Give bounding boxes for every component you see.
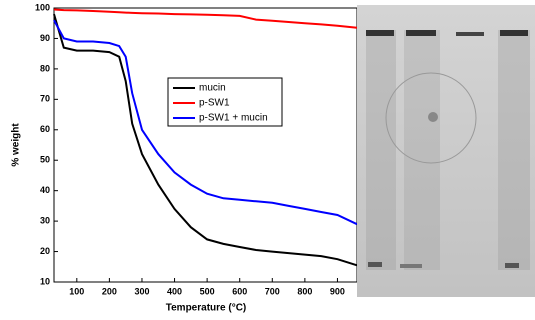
y-axis-label: % weight — [11, 123, 22, 167]
legend: mucin p-SW1 p-SW1 + mucin — [167, 77, 283, 127]
legend-label: p-SW1 + mucin — [199, 113, 268, 124]
x-tick-label: 500 — [200, 286, 215, 296]
y-tick-label: 40 — [40, 185, 50, 195]
x-tick-label: 300 — [134, 286, 149, 296]
y-tick-label: 80 — [40, 63, 50, 73]
x-tick-label: 900 — [330, 286, 345, 296]
y-tick-label: 60 — [40, 124, 50, 134]
x-tick-label: 700 — [265, 286, 280, 296]
legend-label: mucin — [199, 83, 226, 94]
y-tick-label: 70 — [40, 94, 50, 104]
y-tick-label: 50 — [40, 155, 50, 165]
y-tick-label: 10 — [40, 276, 50, 286]
y-tick-label: 30 — [40, 215, 50, 225]
x-tick-label: 200 — [102, 286, 117, 296]
data-line — [53, 19, 358, 226]
y-tick-label: 90 — [40, 33, 50, 43]
x-tick-label: 600 — [232, 286, 247, 296]
data-line — [53, 8, 358, 29]
legend-label: p-SW1 — [199, 98, 230, 109]
y-tick-label: 20 — [40, 246, 50, 256]
x-tick-label: 100 — [69, 286, 84, 296]
plot-frame — [53, 7, 358, 283]
x-tick-label: 400 — [167, 286, 182, 296]
data-line — [53, 13, 358, 267]
gel-image — [357, 5, 535, 297]
x-tick-label: 800 — [297, 286, 312, 296]
x-axis-label: Temperature (°C) — [166, 303, 247, 314]
y-tick-label: 100 — [35, 2, 50, 12]
